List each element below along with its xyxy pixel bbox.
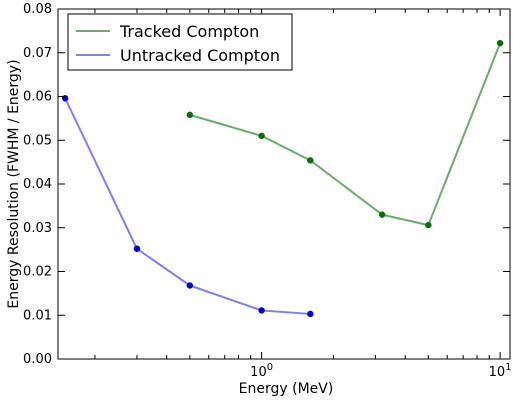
y-tick-label: 0.00	[23, 352, 52, 367]
plot-frame	[57, 8, 511, 360]
legend-label-untracked-compton: Untracked Compton	[120, 46, 280, 65]
data-point-tracked-compton	[378, 211, 386, 218]
x-tick-label: 101	[489, 362, 512, 380]
data-point-untracked-compton	[258, 307, 265, 314]
data-point-untracked-compton	[186, 282, 194, 289]
y-tick-label: 0.06	[23, 90, 52, 105]
y-tick-label: 0.01	[23, 308, 52, 323]
x-axis-label: Energy (MeV)	[239, 381, 334, 397]
data-point-tracked-compton	[425, 221, 432, 229]
legend: Tracked Compton Untracked Compton	[67, 13, 293, 71]
data-point-untracked-compton	[307, 310, 314, 318]
data-point-tracked-compton	[307, 157, 314, 164]
y-tick-label: 0.04	[23, 177, 52, 192]
y-tick-label: 0.02	[23, 265, 52, 280]
data-point-tracked-compton	[186, 111, 194, 119]
legend-label-tracked-compton: Tracked Compton	[119, 22, 259, 41]
series-layer	[61, 39, 504, 318]
data-point-tracked-compton	[258, 132, 265, 140]
x-tick-label: 100	[250, 362, 273, 380]
y-tick-label: 0.07	[23, 46, 52, 61]
axes-layer: 0.00 0.01 0.02 0.03 0.04 0.05 0.06 0.07 0.08 100 1…	[23, 2, 512, 380]
legend-box	[67, 13, 293, 71]
y-axis-label: Energy Resolution (FWHM / Energy)	[6, 59, 22, 308]
data-point-untracked-compton	[133, 245, 141, 252]
data-point-tracked-compton	[496, 39, 504, 47]
y-tick-label: 0.08	[23, 2, 52, 17]
y-tick-label: 0.05	[23, 133, 52, 148]
y-tick-label: 0.03	[23, 221, 52, 236]
series-line-tracked-compton	[189, 42, 502, 227]
